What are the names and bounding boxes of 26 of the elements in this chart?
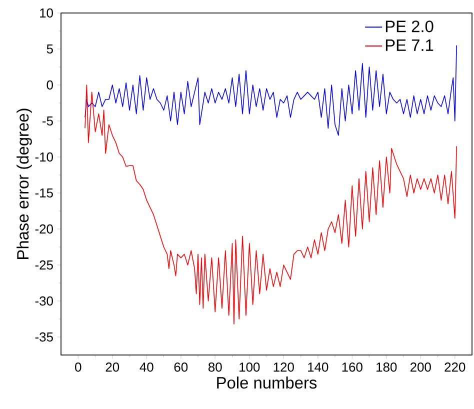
x-tick-label: 0 <box>75 362 82 372</box>
x-tick-label: 100 <box>240 362 260 372</box>
y-tick-label: 0 <box>46 80 53 90</box>
x-tick-label: 40 <box>140 362 154 372</box>
y-tick-label: -30 <box>35 296 53 306</box>
y-tick-label: -15 <box>35 188 53 198</box>
x-tick-label: 220 <box>444 362 466 372</box>
x-tick-label: 200 <box>410 362 431 372</box>
x-axis-title: Pole numbers <box>217 376 317 389</box>
x-tick-label: 180 <box>376 362 397 372</box>
x-tick-label: 120 <box>274 362 294 372</box>
y-tick-label: -10 <box>35 152 53 162</box>
y-tick-label: -20 <box>35 224 53 234</box>
x-tick-label: 20 <box>106 362 120 372</box>
y-tick-label: -25 <box>35 260 53 270</box>
legend-label: PE 2.0 <box>386 20 434 32</box>
x-tick-label: 160 <box>342 362 362 372</box>
legend-label: PE 7.1 <box>386 40 434 51</box>
y-tick-label: 5 <box>46 44 53 54</box>
x-tick-label: 140 <box>308 362 328 372</box>
x-tick-label: 60 <box>174 362 188 372</box>
x-tick-label: 80 <box>208 362 222 372</box>
y-tick-label: -5 <box>42 116 53 126</box>
y-tick-label: -35 <box>35 332 53 342</box>
y-tick-label: 10 <box>40 8 53 18</box>
y-axis-title: Phase error (degree) <box>16 108 32 259</box>
